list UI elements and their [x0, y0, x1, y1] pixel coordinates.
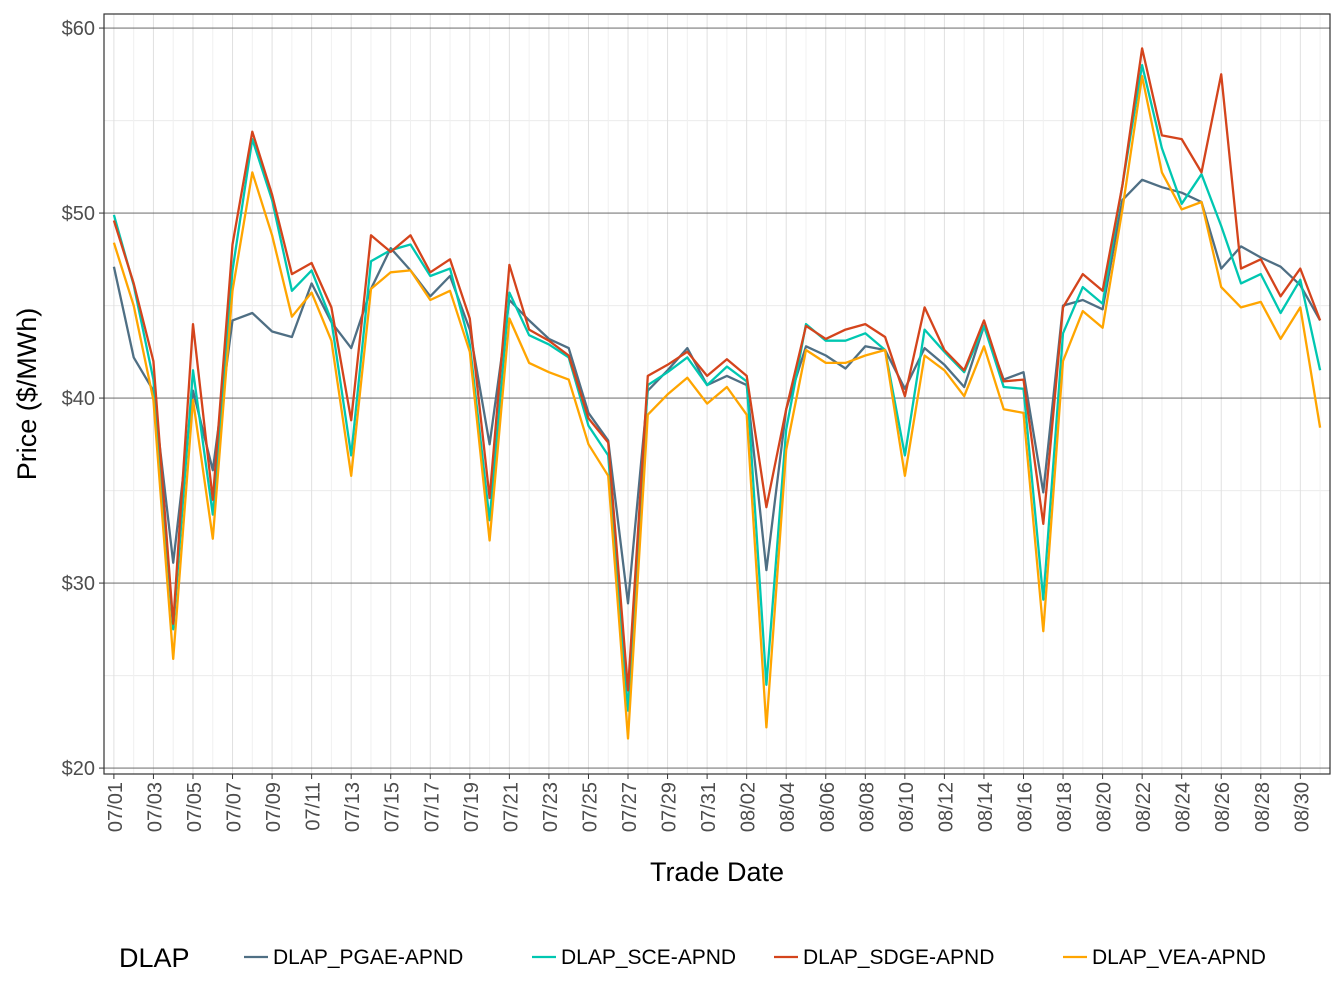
- legend-item: DLAP_VEA-APND: [1063, 946, 1266, 969]
- x-tick-label: 07/09: [263, 782, 285, 832]
- x-tick-label: 08/06: [817, 782, 839, 832]
- y-tick-label: $60: [62, 18, 95, 40]
- legend-label: DLAP_PGAE-APND: [273, 946, 463, 969]
- series-line-dlap_pgae-apnd: [112, 178, 1322, 605]
- y-tick-label: $40: [62, 388, 95, 410]
- x-tick-label: 07/21: [500, 782, 522, 832]
- x-tick-label: 07/13: [342, 782, 364, 832]
- legend-label: DLAP_VEA-APND: [1092, 946, 1266, 969]
- x-tick-label: 08/12: [935, 782, 957, 832]
- legend-label: DLAP_SCE-APND: [561, 946, 736, 969]
- legend-item: DLAP_PGAE-APND: [244, 946, 463, 969]
- y-tick-label: $50: [62, 203, 95, 225]
- legend-item: DLAP_SDGE-APND: [774, 946, 994, 969]
- x-tick-label: 08/04: [777, 782, 799, 832]
- x-tick-label: 08/24: [1173, 782, 1195, 832]
- x-tick-label: 08/26: [1212, 782, 1234, 832]
- x-tick-label: 07/19: [461, 782, 483, 832]
- x-tick-label: 08/08: [856, 782, 878, 832]
- x-tick-label: 08/18: [1054, 782, 1076, 832]
- y-tick-label: $20: [62, 758, 95, 780]
- panel-border: [103, 13, 1331, 775]
- x-tick-label: 08/10: [896, 782, 918, 832]
- y-axis-title: Price ($/MWh): [12, 308, 42, 481]
- x-tick-label: 07/05: [184, 782, 206, 832]
- x-tick-label: 07/17: [421, 782, 443, 832]
- x-axis: 07/01 07/03 07/05 07/07 07/09 07/11 07/13 07/15…: [105, 774, 1313, 832]
- legend-label: DLAP_SDGE-APND: [803, 946, 994, 969]
- x-tick-label: 08/28: [1252, 782, 1274, 832]
- series-lines: [112, 47, 1322, 740]
- x-axis-title: Trade Date: [650, 857, 784, 887]
- y-tick-label: $30: [62, 573, 95, 595]
- x-tick-label: 08/16: [1015, 782, 1037, 832]
- x-tick-label: 07/23: [540, 782, 562, 832]
- legend: DLAP DLAP_PGAE-APND DLAP_SCE-APND DLAP_SDG…: [119, 943, 1266, 973]
- x-tick-label: 07/27: [619, 782, 641, 832]
- x-tick-label: 07/25: [579, 782, 601, 832]
- series-line-dlap_sdge-apnd: [112, 47, 1322, 692]
- x-tick-label: 08/20: [1094, 782, 1116, 832]
- x-tick-label: 07/15: [382, 782, 404, 832]
- x-tick-label: 07/31: [698, 782, 720, 832]
- x-tick-label: 07/07: [224, 782, 246, 832]
- y-axis: $20 $30 $40 $50 $60: [62, 18, 104, 780]
- x-tick-label: 07/29: [659, 782, 681, 832]
- legend-title: DLAP: [119, 943, 190, 973]
- x-tick-label: 07/03: [144, 782, 166, 832]
- x-tick-label: 08/22: [1133, 782, 1155, 832]
- series-line-dlap_sce-apnd: [112, 63, 1322, 712]
- series-line-dlap_vea-apnd: [112, 75, 1322, 740]
- x-tick-label: 07/11: [303, 782, 325, 831]
- x-tick-label: 07/01: [105, 782, 127, 832]
- legend-item: DLAP_SCE-APND: [532, 946, 736, 969]
- x-tick-label: 08/30: [1291, 782, 1313, 832]
- x-tick-label: 08/14: [975, 782, 997, 832]
- x-tick-label: 08/02: [738, 782, 760, 832]
